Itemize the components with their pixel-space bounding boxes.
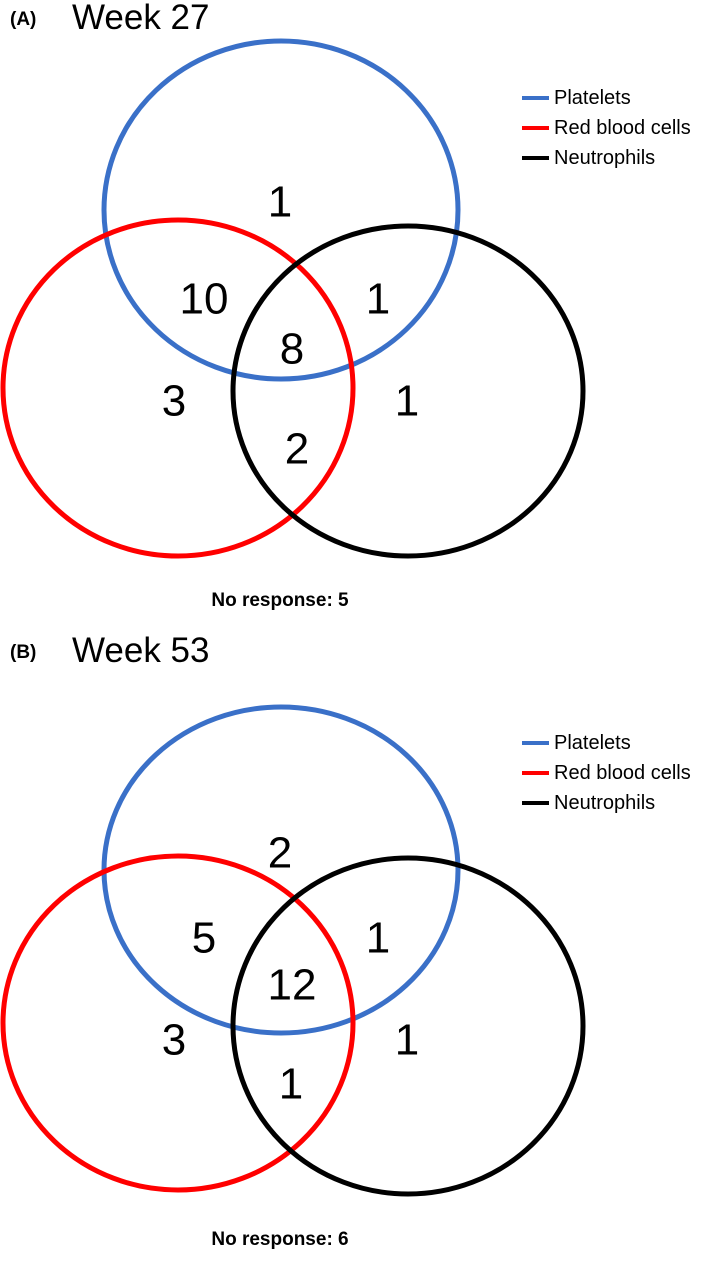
- venn-panel-b: (B) Week 53 2 5 1 12 3 1 1 Platelets Red…: [0, 631, 709, 1266]
- venn-panel-a: (A) Week 27 1 10 1 8 3 1 2 Platelets Red…: [0, 0, 691, 611]
- neutrophils-circle: [230, 855, 586, 1197]
- legend-swatch-platelets: [522, 96, 549, 100]
- platelets-circle: [101, 38, 461, 382]
- legend-swatch-red-blood-cells: [522, 771, 549, 775]
- count-platelets-only: 1: [268, 178, 292, 227]
- legend-label: Neutrophils: [554, 792, 656, 814]
- count-platelets-rbc: 5: [192, 914, 216, 963]
- panel-title: Week 27: [72, 0, 210, 37]
- venn-diagram: 2 5 1 12 3 1 1: [0, 704, 586, 1197]
- panel-letter: (A): [10, 9, 37, 30]
- legend-swatch-neutrophils: [522, 801, 549, 805]
- count-rbc-neutrophils: 2: [285, 425, 309, 474]
- count-neutrophils-only: 1: [395, 1016, 419, 1065]
- legend-swatch-platelets: [522, 741, 549, 745]
- legend-swatch-red-blood-cells: [522, 126, 549, 130]
- panel-letter: (B): [10, 642, 37, 663]
- count-platelets-rbc: 10: [180, 275, 229, 324]
- count-rbc-only: 3: [162, 377, 186, 426]
- count-neutrophils-only: 1: [395, 377, 419, 426]
- count-all-three: 8: [280, 325, 304, 374]
- no-response-label: No response: 6: [211, 1229, 349, 1250]
- count-rbc-only: 3: [162, 1016, 186, 1065]
- no-response-label: No response: 5: [211, 590, 349, 611]
- neutrophils-circle: [230, 223, 586, 559]
- panel-title: Week 53: [72, 631, 210, 670]
- count-platelets-neutrophils: 1: [366, 275, 390, 324]
- legend-label: Red blood cells: [554, 117, 691, 139]
- count-rbc-neutrophils: 1: [279, 1060, 303, 1109]
- legend-label: Red blood cells: [554, 762, 691, 784]
- count-platelets-neutrophils: 1: [366, 914, 390, 963]
- count-platelets-only: 2: [268, 829, 292, 878]
- legend-label: Platelets: [554, 87, 631, 109]
- legend-label: Platelets: [554, 732, 631, 754]
- red-blood-cells-circle: [0, 853, 356, 1193]
- venn-diagram: 1 10 1 8 3 1 2: [0, 38, 586, 559]
- red-blood-cells-circle: [0, 217, 356, 559]
- count-all-three: 12: [268, 961, 317, 1010]
- legend-label: Neutrophils: [554, 147, 656, 169]
- legend-swatch-neutrophils: [522, 156, 549, 160]
